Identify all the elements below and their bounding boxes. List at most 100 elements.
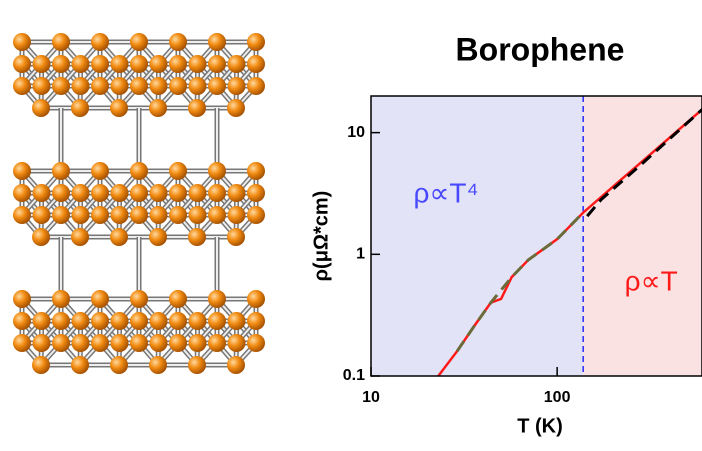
atom [52,55,70,73]
atom [130,77,148,95]
atom [150,334,168,352]
y-tick-label: 1 [356,246,365,263]
atom [33,334,51,352]
atom [72,334,90,352]
atom [72,55,90,73]
atom [208,55,226,73]
atom [208,290,226,308]
atom [72,77,90,95]
atom [110,99,128,117]
atom [169,184,187,202]
atom [169,33,187,51]
atom [169,55,187,73]
atom [52,206,70,224]
chart-title: Borophene [456,31,625,67]
atom [110,356,128,374]
atom [91,334,109,352]
atom [150,184,168,202]
x-axis-label: T (K) [517,415,563,437]
figure: Borophene T (K) ρ(μΩ*cm) ρ∝T⁴ ρ∝T 0.1 1 10 10… [0,0,702,446]
atom [247,77,265,95]
atom [91,33,109,51]
atom [130,290,148,308]
atom [91,162,109,180]
annotation: ρ∝T [625,265,678,296]
region-low [371,96,583,376]
atom [228,312,246,330]
atom [227,99,245,117]
lattice-illustration [13,33,265,374]
atom [247,184,265,202]
atom [71,356,89,374]
atom [227,228,245,246]
atom [169,290,187,308]
atom [110,228,128,246]
atom [52,290,70,308]
atom [13,206,31,224]
atom [189,55,207,73]
atom [32,99,50,117]
atom [208,33,226,51]
atom [72,184,90,202]
atom [111,312,129,330]
atom [72,206,90,224]
atom [169,77,187,95]
atom [130,184,148,202]
atom [13,184,31,202]
atom [169,334,187,352]
atom [130,334,148,352]
atom [189,77,207,95]
atom [52,334,70,352]
x-tick-label: 10 [362,389,380,406]
atom [130,206,148,224]
annotation: ρ∝T⁴ [413,177,478,208]
atom [208,334,226,352]
atom [52,184,70,202]
atom [13,33,31,51]
atom [189,184,207,202]
atom [52,77,70,95]
atom [149,356,167,374]
y-tick-label: 10 [347,124,365,141]
atom [150,77,168,95]
atom [13,312,31,330]
atom [150,312,168,330]
atom [228,334,246,352]
atom [33,206,51,224]
atom [150,55,168,73]
atom [91,77,109,95]
atom [188,99,206,117]
atom [91,312,109,330]
atom [13,55,31,73]
atom [91,290,109,308]
atom [33,77,51,95]
atom [169,162,187,180]
atom [33,184,51,202]
atom [208,162,226,180]
atom [91,206,109,224]
atom [111,206,129,224]
atom [111,334,129,352]
atom [32,356,50,374]
atom [111,77,129,95]
atom [111,184,129,202]
atom [188,228,206,246]
atom [208,312,226,330]
atom [33,312,51,330]
atom [188,356,206,374]
atom [13,290,31,308]
atom [71,99,89,117]
atom [189,206,207,224]
atom [52,33,70,51]
atom [208,206,226,224]
region-high [583,96,702,376]
y-tick-label: 0.1 [343,367,365,384]
atom [247,55,265,73]
atom [32,228,50,246]
atom [71,228,89,246]
atom [91,184,109,202]
atom [130,312,148,330]
atom [169,312,187,330]
atom [189,312,207,330]
y-axis-label: ρ(μΩ*cm) [310,191,332,282]
